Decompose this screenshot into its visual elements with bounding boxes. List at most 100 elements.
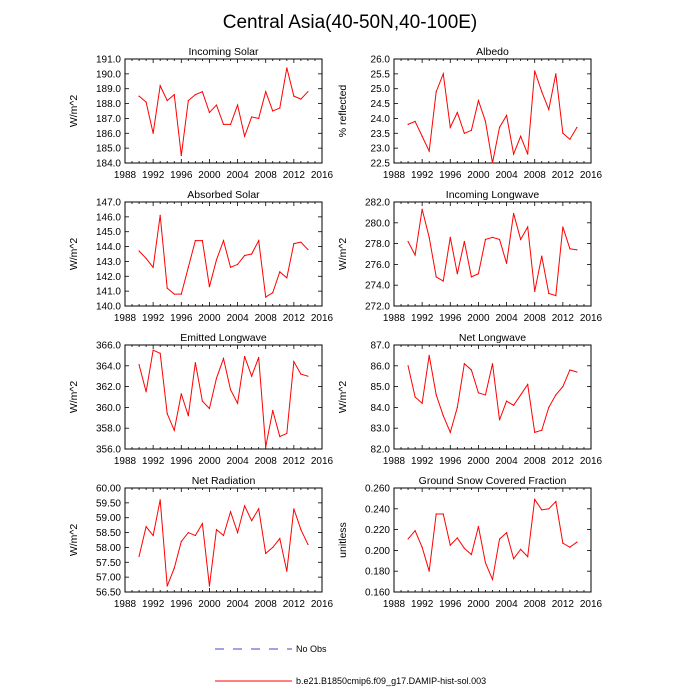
x-tick-label: 2016 — [311, 599, 334, 610]
y-tick-label: 57.50 — [96, 558, 121, 569]
y-axis-label: W/m^2 — [68, 95, 80, 128]
data-point — [491, 236, 494, 238]
x-tick-label: 2008 — [524, 170, 547, 181]
data-point — [435, 91, 437, 93]
data-point — [236, 402, 239, 404]
y-tick-label: 282.0 — [365, 198, 390, 209]
x-tick-label: 1988 — [114, 170, 137, 181]
panel-title: Emitted Longwave — [180, 332, 267, 344]
data-point — [279, 435, 281, 438]
data-point — [562, 386, 564, 388]
legend-model-label: b.e21.B1850cmip6.f09_g17.DAMIP-hist-sol.… — [296, 676, 486, 686]
data-point — [456, 273, 458, 275]
data-point — [293, 243, 295, 245]
panel-title: Albedo — [476, 46, 509, 58]
data-point — [442, 513, 444, 515]
data-point — [576, 541, 578, 543]
series-line — [407, 498, 578, 582]
x-tick-label: 2000 — [467, 170, 490, 181]
series-line — [407, 70, 578, 164]
data-point — [173, 94, 175, 96]
data-point — [215, 377, 218, 379]
plot-frame — [393, 201, 592, 307]
data-point — [145, 526, 147, 528]
data-point — [484, 120, 487, 122]
data-point — [166, 100, 168, 102]
y-tick-label: 146.0 — [96, 212, 121, 223]
data-point — [272, 292, 274, 294]
data-point — [300, 241, 302, 243]
data-point — [477, 100, 480, 102]
data-point — [222, 357, 225, 360]
data-point — [286, 432, 288, 434]
y-tick-label: 0.220 — [365, 525, 390, 536]
panel-3: Absorbed Solar W/m^2 1988 1992 1996 2000 2004 2… — [68, 189, 334, 324]
x-tick-label: 1996 — [170, 599, 193, 610]
data-point — [442, 280, 444, 282]
series-line — [138, 499, 309, 587]
x-tick-label: 2004 — [226, 456, 249, 467]
y-tick-label: 191.0 — [96, 55, 121, 66]
data-point — [251, 253, 253, 255]
data-point — [513, 404, 515, 406]
data-point — [222, 123, 225, 125]
x-tick-label: 2016 — [311, 313, 334, 324]
data-point — [244, 505, 246, 507]
data-point — [449, 236, 451, 238]
data-point — [442, 73, 444, 75]
data-point — [470, 369, 472, 371]
data-point — [293, 95, 295, 97]
data-point — [159, 85, 161, 87]
data-point — [414, 530, 416, 532]
x-tick-label: 1992 — [411, 313, 434, 324]
y-axis-label: unitless — [337, 522, 349, 558]
series-line — [138, 67, 309, 156]
data-point — [244, 135, 246, 137]
y-tick-label: 272.0 — [365, 302, 390, 313]
data-point — [201, 400, 203, 402]
data-point — [222, 534, 225, 537]
data-point — [428, 570, 430, 572]
data-point — [407, 538, 409, 540]
x-tick-label: 2008 — [255, 456, 278, 467]
data-point — [463, 547, 465, 549]
x-tick-label: 2000 — [198, 313, 221, 324]
data-point — [251, 116, 253, 118]
data-point — [138, 364, 140, 366]
data-point — [159, 352, 161, 354]
data-point — [421, 208, 423, 210]
data-point — [180, 154, 182, 157]
data-point — [229, 511, 232, 513]
data-point — [265, 552, 267, 554]
data-point — [463, 363, 465, 365]
data-point — [265, 91, 267, 93]
data-point — [562, 132, 564, 134]
y-tick-label: 84.0 — [371, 403, 391, 414]
y-tick-label: 26.0 — [371, 55, 391, 66]
data-point — [307, 248, 309, 251]
x-tick-label: 1988 — [383, 599, 406, 610]
y-tick-label: 144.0 — [96, 242, 121, 253]
data-point — [414, 120, 416, 122]
data-point — [307, 375, 309, 377]
y-tick-label: 362.0 — [96, 382, 121, 393]
data-point — [477, 273, 480, 275]
data-point — [548, 292, 550, 295]
data-point — [180, 293, 182, 295]
data-point — [428, 150, 430, 152]
data-point — [236, 531, 239, 534]
x-tick-label: 1992 — [142, 313, 165, 324]
data-point — [215, 529, 218, 531]
x-tick-label: 1996 — [170, 456, 193, 467]
panel-8: Ground Snow Covered Fraction unitless 1988… — [337, 475, 603, 610]
data-point — [407, 365, 409, 367]
data-point — [505, 114, 508, 117]
series-line — [407, 209, 578, 297]
data-point — [145, 391, 147, 393]
data-point — [187, 266, 189, 268]
x-tick-label: 2000 — [198, 456, 221, 467]
y-axis-label: W/m^2 — [337, 381, 349, 414]
data-point — [293, 361, 295, 363]
x-tick-label: 2012 — [552, 170, 575, 181]
data-point — [527, 226, 529, 228]
